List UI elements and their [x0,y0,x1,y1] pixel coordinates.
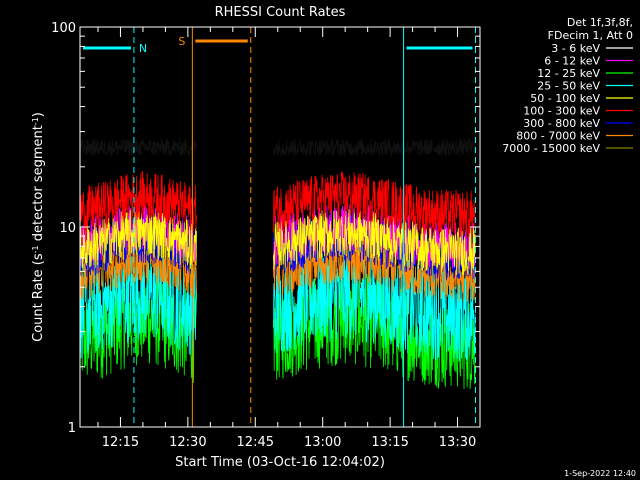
x-tick-label: 13:00 [304,435,341,450]
x-tick-label: 12:30 [169,435,206,450]
y-axis-label-end: ) [31,112,46,117]
legend-label-3: 12 - 25 keV [537,67,600,80]
legend-label-8: 800 - 7000 keV [516,130,600,143]
footer-date: 1-Sep-2022 12:40 [564,469,636,478]
legend-label-1: 3 - 6 keV [551,42,600,55]
x-axis-label: Start Time (03-Oct-16 12:04:02) [175,455,385,470]
y-tick-label: 100 [51,21,76,36]
y-axis-label-main: Count Rate (s [31,253,46,342]
x-tick-label: 12:15 [102,435,139,450]
series-layer [79,137,476,390]
legend-label-9: 7000 - 15000 keV [502,142,600,155]
y-axis-label-sup2: -1 [31,117,40,125]
legend-label-7: 300 - 800 keV [523,117,600,130]
y-axis-label: Count Rate (s-1 detector segment-1) [31,112,47,342]
legend-label-6: 100 - 300 keV [523,105,600,118]
marker-label-0: N [139,42,147,55]
series-line-1 [79,137,476,157]
y-axis-label-mid: detector segment [31,125,46,245]
y-tick-label: 1 [68,421,76,436]
legend-header-2: FDecim 1, Att 0 [548,29,633,42]
y-axis-label-sup1: -1 [31,245,40,253]
x-axis-ticks: 12:15 12:30 12:45 13:00 13:15 13:30 [97,27,481,450]
series-line-5 [79,208,476,276]
series-line-6 [79,170,476,238]
x-tick-label: 13:15 [371,435,408,450]
legend-label-5: 50 - 100 keV [530,92,600,105]
legend-label-4: 25 - 50 keV [537,80,600,93]
y-tick-label: 10 [59,221,76,236]
chart-title: RHESSI Count Rates [215,5,346,20]
x-tick-label: 12:45 [237,435,274,450]
legend-header-1: Det 1f,3f,8f, [567,16,633,29]
y-axis-ticks: 1 10 100 [51,21,480,436]
marker-label-2: S [178,35,185,48]
legend-label-2: 6 - 12 keV [544,55,600,68]
x-tick-label: 13:30 [439,435,476,450]
legend: Det 1f,3f,8f, FDecim 1, Att 0 3 - 6 keV6… [502,16,633,155]
